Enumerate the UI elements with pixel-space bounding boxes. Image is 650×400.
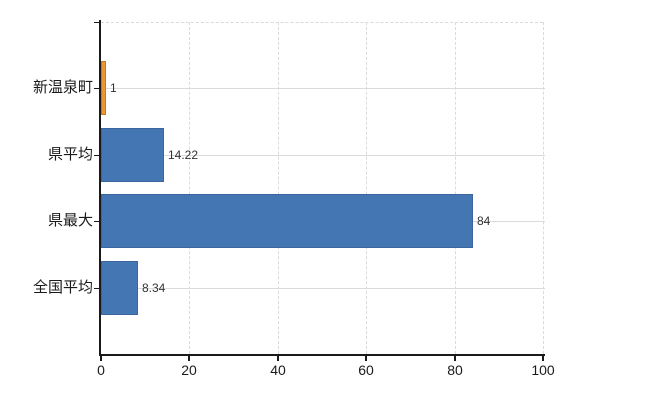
gridline-top xyxy=(101,22,543,23)
x-tick-label: 80 xyxy=(447,362,463,378)
y-gridline xyxy=(101,155,545,156)
x-tick xyxy=(365,356,367,361)
category-label-新温泉町: 新温泉町 xyxy=(32,79,93,96)
x-tick-label: 0 xyxy=(97,362,105,378)
value-label: 14.22 xyxy=(168,148,199,162)
y-tick xyxy=(94,88,101,89)
category-label-県平均: 県平均 xyxy=(47,146,93,163)
x-tick xyxy=(277,356,279,361)
value-label: 8.34 xyxy=(142,281,166,295)
category-label-全国平均: 全国平均 xyxy=(32,279,93,296)
category-label-県最大: 県最大 xyxy=(47,212,93,229)
x-tick xyxy=(542,356,544,361)
x-tick-label: 40 xyxy=(270,362,286,378)
x-tick-label: 20 xyxy=(181,362,197,378)
x-tick-label: 100 xyxy=(531,362,555,378)
x-axis xyxy=(99,354,545,356)
y-gridline xyxy=(101,288,545,289)
bar-全国平均 xyxy=(101,261,138,315)
x-gridline xyxy=(366,22,368,354)
y-axis xyxy=(99,20,101,356)
x-gridline xyxy=(189,22,191,354)
y-tick xyxy=(94,22,101,23)
x-gridline xyxy=(454,22,456,354)
x-gridline xyxy=(543,22,544,354)
value-label: 84 xyxy=(477,214,491,228)
bar-新温泉町 xyxy=(101,61,106,115)
x-gridline xyxy=(277,22,279,354)
y-tick xyxy=(94,155,101,156)
y-tick xyxy=(94,288,101,289)
bar-県最大 xyxy=(101,194,473,248)
x-tick xyxy=(100,356,102,361)
x-tick xyxy=(188,356,190,361)
x-tick xyxy=(454,356,456,361)
y-gridline xyxy=(101,88,545,89)
x-tick-label: 60 xyxy=(358,362,374,378)
value-label: 1 xyxy=(110,81,117,95)
y-tick xyxy=(94,221,101,222)
bar-県平均 xyxy=(101,128,164,182)
